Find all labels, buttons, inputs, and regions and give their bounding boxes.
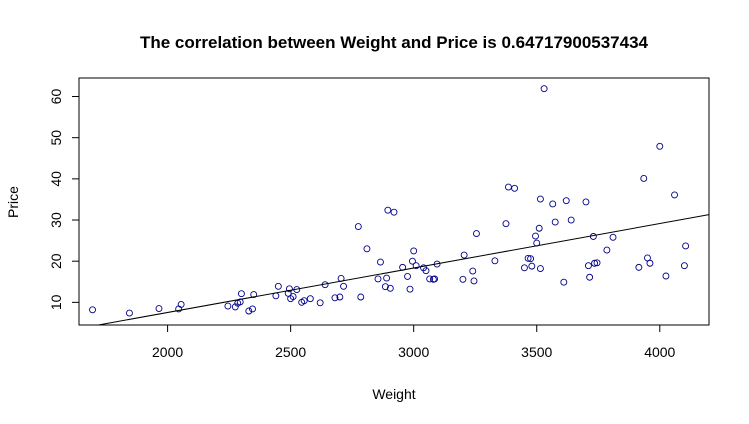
data-point — [412, 262, 420, 270]
data-point — [593, 259, 601, 267]
data-point — [680, 262, 688, 270]
data-point — [374, 275, 382, 283]
data-point — [250, 291, 258, 298]
data-point — [536, 265, 544, 273]
data-point — [357, 293, 365, 301]
data-point — [249, 305, 256, 313]
y-tick-label: 30 — [48, 212, 64, 228]
data-point — [562, 197, 570, 205]
data-point — [527, 255, 535, 263]
data-point — [285, 285, 293, 293]
data-point — [491, 257, 499, 265]
data-point — [591, 259, 599, 267]
data-point — [646, 259, 654, 267]
data-point — [589, 233, 597, 240]
data-point — [640, 174, 648, 182]
data-point — [470, 277, 478, 285]
data-point — [245, 307, 253, 315]
data-point — [582, 198, 590, 206]
data-point — [289, 293, 297, 301]
x-tick-label: 2500 — [275, 344, 306, 360]
data-point — [390, 208, 398, 216]
data-point — [520, 264, 528, 272]
y-axis: 10 20 30 40 50 60 — [48, 89, 80, 310]
data-point — [460, 251, 468, 259]
data-point — [177, 300, 185, 308]
data-point — [656, 142, 664, 150]
data-point — [316, 299, 324, 307]
y-axis-label: Price — [5, 186, 21, 218]
data-point — [381, 283, 389, 291]
data-point — [504, 183, 512, 191]
data-point — [409, 257, 416, 265]
x-tick-label: 3500 — [521, 344, 552, 360]
data-point — [306, 295, 314, 303]
data-point — [603, 246, 611, 254]
data-point — [549, 200, 557, 208]
data-point — [586, 273, 594, 281]
data-point — [384, 206, 392, 214]
data-point — [662, 272, 670, 280]
data-point — [560, 278, 568, 286]
regression-line — [98, 214, 710, 326]
data-point — [535, 224, 543, 232]
data-point — [386, 284, 394, 292]
data-point — [89, 306, 96, 314]
data-point — [540, 85, 548, 93]
data-point — [340, 282, 348, 290]
data-point — [567, 216, 575, 224]
data-point — [524, 254, 532, 262]
data-point — [459, 275, 467, 283]
data-point — [125, 309, 133, 317]
data-point — [584, 262, 592, 270]
plot-area-frame — [78, 77, 710, 326]
x-tick-label: 3000 — [398, 344, 429, 360]
data-point — [682, 242, 690, 250]
y-tick-label: 60 — [48, 89, 64, 105]
x-axis: 2000 2500 3000 3500 4000 — [152, 324, 676, 360]
data-point — [155, 305, 163, 312]
x-axis-label: Weight — [372, 386, 415, 402]
data-point — [671, 191, 678, 199]
x-tick-label: 4000 — [644, 344, 675, 360]
data-point — [383, 274, 391, 282]
data-point — [469, 267, 477, 275]
y-tick-label: 20 — [48, 253, 64, 269]
data-point — [363, 245, 371, 253]
data-point — [331, 294, 339, 302]
data-point — [609, 233, 617, 241]
data-point — [426, 275, 434, 283]
data-point — [422, 267, 430, 275]
data-point — [336, 293, 344, 301]
data-points — [89, 85, 690, 317]
x-tick-label: 2000 — [152, 344, 183, 360]
data-point — [404, 272, 411, 280]
data-point — [431, 275, 439, 283]
data-point — [472, 230, 480, 238]
fit-line-layer — [98, 214, 710, 326]
data-point — [532, 232, 539, 240]
data-point — [406, 285, 414, 293]
data-point — [635, 263, 643, 271]
data-point — [237, 290, 245, 298]
data-point — [536, 195, 544, 203]
data-point — [410, 247, 418, 255]
data-point — [300, 297, 308, 305]
y-tick-label: 10 — [48, 294, 64, 310]
data-point — [377, 258, 384, 266]
chart-title: The correlation between Weight and Price… — [140, 33, 649, 52]
data-point — [274, 282, 282, 290]
data-point — [551, 218, 559, 226]
data-point — [224, 302, 232, 310]
data-point — [502, 220, 510, 228]
data-point — [511, 184, 519, 192]
data-point — [354, 223, 362, 231]
y-tick-label: 40 — [48, 171, 64, 187]
y-tick-label: 50 — [48, 130, 64, 146]
data-point — [528, 262, 536, 270]
data-point — [231, 303, 239, 311]
